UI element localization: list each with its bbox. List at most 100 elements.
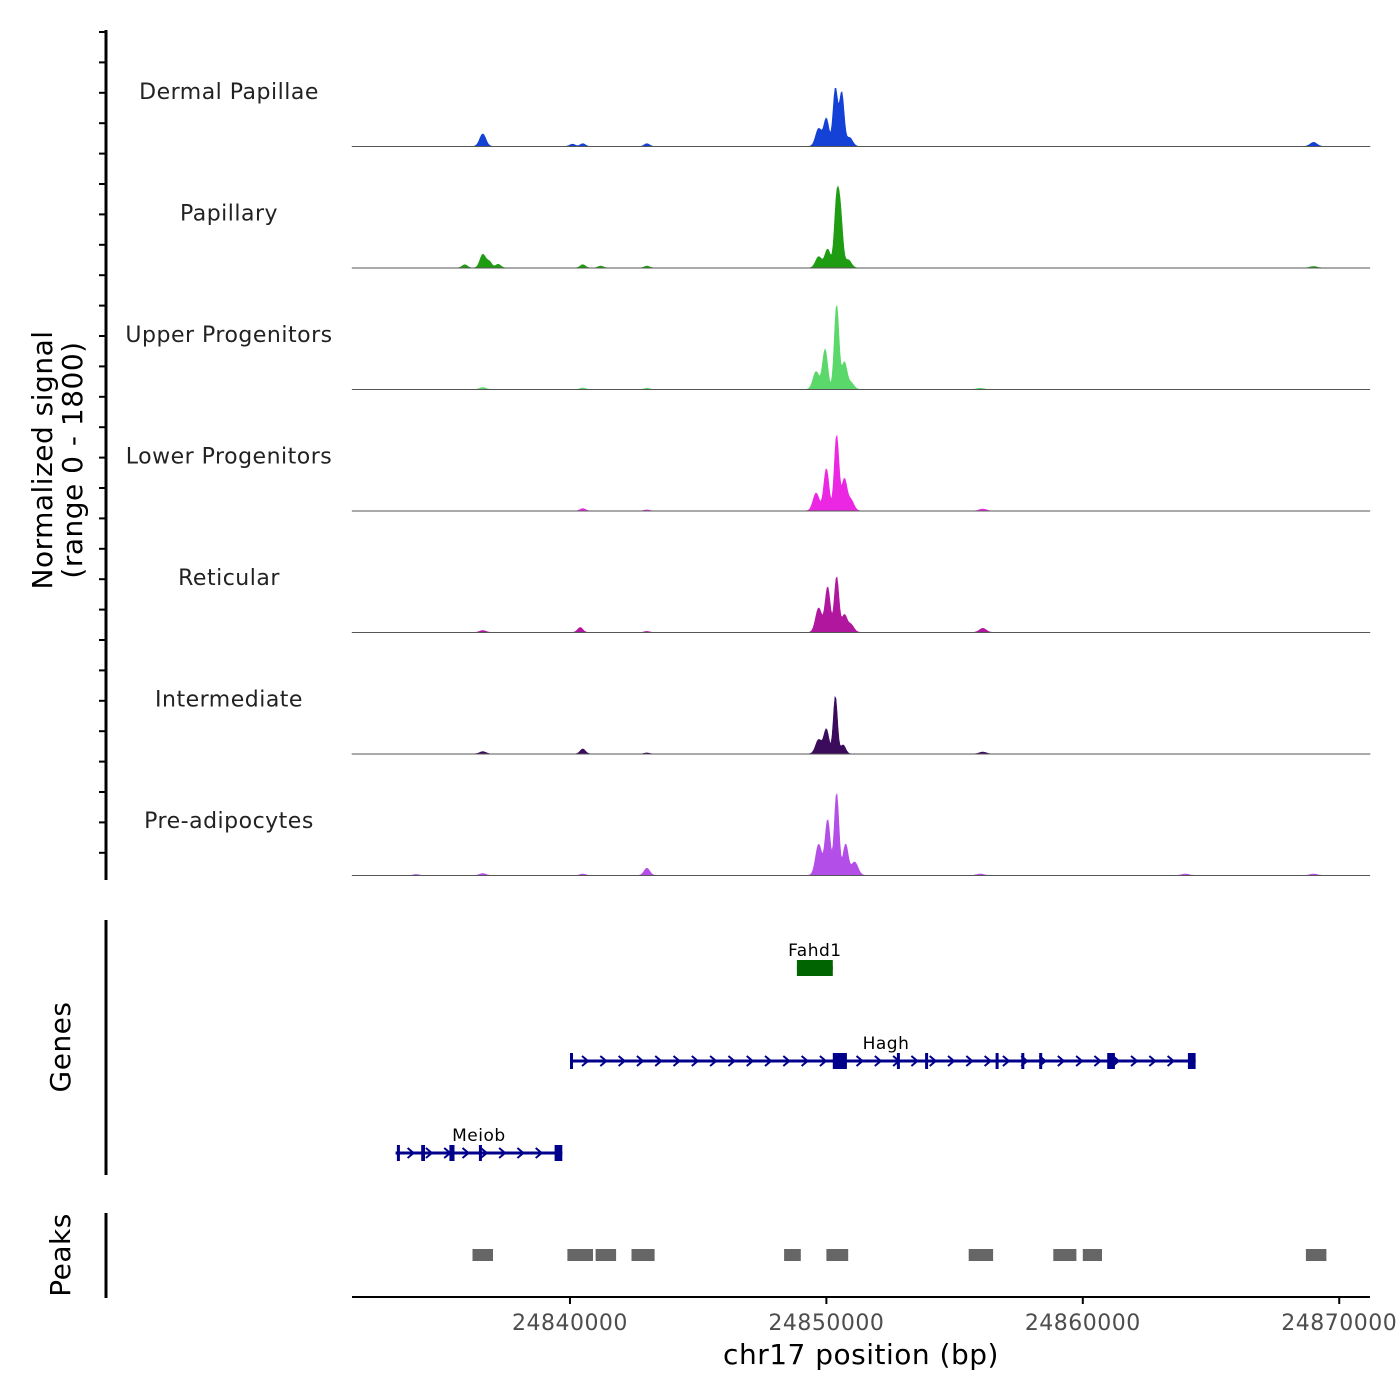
- gene-exon: [1107, 1053, 1115, 1069]
- strand-arrow: [480, 1147, 489, 1159]
- coverage-area: [351, 792, 1371, 876]
- strand-arrow: [874, 1055, 883, 1067]
- strand-arrow: [1148, 1055, 1157, 1067]
- gene-exon: [554, 1145, 563, 1161]
- gene-exon: [1021, 1053, 1025, 1069]
- strand-arrow: [947, 1055, 956, 1067]
- peak-region: [631, 1249, 655, 1261]
- gene-exon: [832, 1053, 847, 1069]
- signal-axis-title-line2: (range 0 - 1800): [56, 341, 89, 578]
- strand-arrow: [672, 1055, 682, 1067]
- strand-arrow: [910, 1055, 919, 1067]
- x-tick-label: 24850000: [768, 1311, 884, 1336]
- strand-arrow: [709, 1055, 718, 1067]
- track-0: Dermal Papillae: [139, 80, 1371, 147]
- x-axis-title: chr17 position (bp): [723, 1338, 999, 1371]
- gene-label: Fahd1: [788, 941, 842, 961]
- track-3: Lower Progenitors: [126, 434, 1371, 512]
- gene-exon: [896, 1053, 900, 1069]
- gene-exon: [995, 1053, 999, 1069]
- gene-fahd1: Fahd1: [788, 941, 842, 976]
- strand-arrow: [983, 1055, 993, 1067]
- track-label: Dermal Papillae: [139, 80, 319, 105]
- x-tick-label: 24860000: [1025, 1311, 1141, 1336]
- gene-exon: [478, 1145, 482, 1161]
- gene-label: Hagh: [863, 1034, 910, 1054]
- strand-arrow: [636, 1055, 645, 1067]
- strand-arrow: [929, 1055, 938, 1067]
- coverage-area: [351, 88, 1371, 147]
- signal-panel: Normalized signal (range 0 - 1800) Derma…: [26, 30, 1371, 880]
- strand-arrow: [498, 1147, 507, 1159]
- gene-exon: [1187, 1053, 1196, 1069]
- track-1: Papillary: [180, 185, 1371, 269]
- gene-exon: [421, 1145, 425, 1161]
- peaks-panel-title: Peaks: [44, 1213, 77, 1297]
- gene-meiob: Meiob: [395, 1126, 563, 1161]
- coverage-area: [351, 695, 1371, 755]
- strand-arrow: [1166, 1055, 1176, 1067]
- strand-arrow: [727, 1055, 736, 1067]
- track-label: Intermediate: [155, 687, 303, 712]
- peak-region: [968, 1249, 994, 1261]
- x-tick-label: 24870000: [1281, 1311, 1397, 1336]
- x-axis-ticks: 24840000 24850000 24860000 24870000: [512, 1297, 1397, 1336]
- peak-region: [472, 1249, 493, 1261]
- track-5: Intermediate: [155, 687, 1371, 755]
- x-tick-label: 24840000: [512, 1311, 628, 1336]
- track-6: Pre-adipocytes: [144, 792, 1371, 876]
- genes-panel-title: Genes: [44, 1002, 77, 1093]
- strand-arrow: [425, 1147, 434, 1159]
- gene-exon: [925, 1053, 929, 1069]
- peak-regions: [472, 1249, 1327, 1261]
- peak-region: [784, 1249, 801, 1261]
- genes-panel: Genes Fahd1 Hagh Meiob: [44, 920, 1196, 1175]
- strand-arrow: [800, 1055, 810, 1067]
- gene-exon: [396, 1145, 400, 1161]
- peak-region: [567, 1249, 593, 1261]
- strand-arrow: [516, 1147, 525, 1159]
- track-4: Reticular: [178, 566, 1371, 633]
- peaks-panel: Peaks: [44, 1213, 1327, 1298]
- strand-arrow: [746, 1055, 755, 1067]
- strand-arrow: [406, 1147, 416, 1159]
- track-label: Lower Progenitors: [126, 444, 332, 469]
- strand-arrow: [855, 1055, 865, 1067]
- strand-arrow: [1002, 1055, 1011, 1067]
- gene-exon: [1039, 1053, 1043, 1069]
- gene-exon: [570, 1053, 573, 1069]
- strand-arrow: [461, 1147, 471, 1159]
- strand-arrow: [782, 1055, 791, 1067]
- coverage-area: [351, 576, 1371, 633]
- signal-y-ticks: [99, 31, 106, 854]
- coverage-tracks: Dermal Papillae Papillary Upper Progenitor…: [125, 80, 1371, 876]
- coverage-area: [351, 185, 1371, 269]
- track-label: Reticular: [178, 566, 280, 591]
- track-label: Upper Progenitors: [125, 323, 332, 348]
- strand-arrow: [535, 1147, 544, 1159]
- strand-arrow: [1057, 1055, 1066, 1067]
- strand-arrow: [581, 1055, 590, 1067]
- peak-region: [1305, 1249, 1327, 1261]
- strand-arrow: [617, 1055, 627, 1067]
- track-label: Papillary: [180, 201, 278, 226]
- gene-exon: [449, 1145, 455, 1161]
- strand-arrow: [691, 1055, 700, 1067]
- coverage-area: [351, 434, 1371, 512]
- signal-axis-title-line1: Normalized signal: [26, 330, 59, 589]
- gene-hagh: Hagh: [569, 1034, 1196, 1069]
- gene-models: Fahd1 Hagh Meiob: [395, 941, 1196, 1161]
- track-label: Pre-adipocytes: [144, 809, 314, 834]
- strand-arrow: [1075, 1055, 1084, 1067]
- track-2: Upper Progenitors: [125, 305, 1371, 390]
- coverage-area: [351, 305, 1371, 390]
- strand-arrow: [764, 1055, 773, 1067]
- strand-arrow: [819, 1055, 828, 1067]
- peak-region: [826, 1249, 849, 1261]
- strand-arrow: [965, 1055, 974, 1067]
- strand-arrow: [599, 1055, 608, 1067]
- gene-exon: [796, 960, 833, 976]
- peak-region: [1082, 1249, 1102, 1261]
- peak-region: [595, 1249, 617, 1261]
